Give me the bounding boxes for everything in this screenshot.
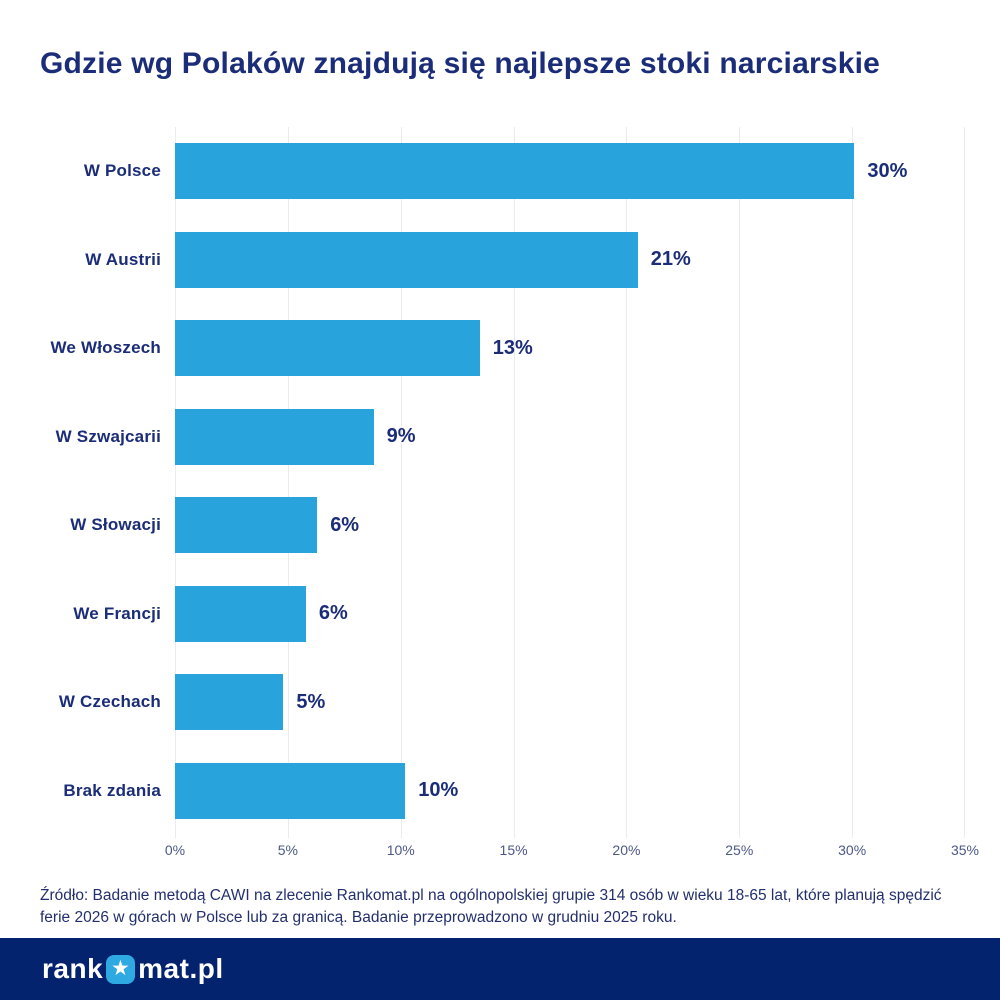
category-label: We Francji bbox=[73, 603, 161, 623]
x-tick-label: 5% bbox=[277, 842, 298, 858]
category-label: W Polsce bbox=[83, 161, 161, 181]
bar bbox=[175, 674, 284, 731]
bar-track: 6% bbox=[175, 585, 965, 642]
bar-row: We Włoszech 13% bbox=[40, 304, 965, 393]
category-label: W Austrii bbox=[85, 249, 161, 269]
brand-logo: rank ★ mat.pl bbox=[42, 953, 224, 985]
value-label: 6% bbox=[330, 513, 360, 536]
x-axis: 0% 5% 10% 15% 20% 25% 30% 35% bbox=[165, 835, 979, 865]
brand-bar: rank ★ mat.pl bbox=[0, 938, 1000, 1000]
bar-track: 5% bbox=[175, 674, 965, 731]
bar-row: W Szwajcarii 9% bbox=[40, 393, 965, 482]
x-tick-label: 0% bbox=[164, 842, 186, 858]
star-icon: ★ bbox=[106, 954, 136, 984]
gridline bbox=[400, 127, 402, 838]
bar bbox=[175, 231, 638, 288]
value-label: 13% bbox=[492, 336, 533, 359]
x-tick-label: 10% bbox=[386, 842, 415, 858]
gridline bbox=[852, 127, 854, 838]
bar-rows: W Polsce 30% W Austrii 21% We Włoszech 1… bbox=[40, 127, 965, 835]
gridline bbox=[513, 127, 515, 838]
bar bbox=[175, 497, 318, 554]
x-tick-label: 20% bbox=[612, 842, 641, 858]
category-label: W Szwajcarii bbox=[55, 426, 161, 446]
bar-row: We Francji 6% bbox=[40, 570, 965, 659]
category-label: W Czechach bbox=[58, 692, 161, 712]
page-title: Gdzie wg Polaków znajdują się najlepsze … bbox=[40, 47, 881, 80]
bar bbox=[175, 585, 306, 642]
value-label: 5% bbox=[296, 690, 326, 713]
source-text: Źródło: Badanie metodą CAWI na zlecenie … bbox=[40, 887, 942, 926]
x-tick-label: 35% bbox=[950, 842, 980, 858]
value-label: 10% bbox=[418, 779, 459, 802]
gridline bbox=[964, 127, 965, 838]
bar-track: 6% bbox=[175, 497, 965, 554]
gridline bbox=[626, 127, 628, 838]
bar-chart: W Polsce 30% W Austrii 21% We Włoszech 1… bbox=[40, 127, 979, 865]
bar-row: W Słowacji 6% bbox=[40, 481, 965, 570]
bar bbox=[175, 320, 480, 377]
value-label: 9% bbox=[386, 425, 416, 448]
x-tick-label: 15% bbox=[499, 842, 528, 858]
bar bbox=[175, 762, 406, 819]
bar-track: 13% bbox=[175, 320, 965, 377]
star-glyph: ★ bbox=[110, 955, 131, 980]
bar-track: 21% bbox=[175, 231, 965, 288]
x-tick-label: 30% bbox=[838, 842, 867, 858]
value-label: 6% bbox=[318, 602, 348, 625]
gridline bbox=[175, 127, 176, 838]
category-label: We Włoszech bbox=[50, 338, 161, 358]
logo-text-matpl: mat.pl bbox=[138, 953, 224, 984]
logo-text-rank: rank bbox=[42, 953, 104, 984]
gridline bbox=[287, 127, 289, 838]
x-tick-label: 25% bbox=[725, 842, 754, 858]
gridlines bbox=[175, 127, 965, 838]
value-label: 21% bbox=[650, 248, 691, 271]
bar-track: 9% bbox=[175, 408, 965, 465]
value-label: 30% bbox=[867, 159, 908, 182]
category-label: Brak zdania bbox=[63, 780, 161, 800]
bar-row: W Czechach 5% bbox=[40, 658, 965, 747]
bar-row: W Polsce 30% bbox=[40, 127, 965, 216]
bar bbox=[175, 143, 855, 200]
bar bbox=[175, 408, 374, 465]
bar-row: W Austrii 21% bbox=[40, 216, 965, 305]
bar-track: 30% bbox=[175, 143, 965, 200]
bar-row: Brak zdania 10% bbox=[40, 747, 965, 836]
category-label: W Słowacji bbox=[70, 515, 161, 535]
gridline bbox=[739, 127, 741, 838]
bar-track: 10% bbox=[175, 762, 965, 819]
